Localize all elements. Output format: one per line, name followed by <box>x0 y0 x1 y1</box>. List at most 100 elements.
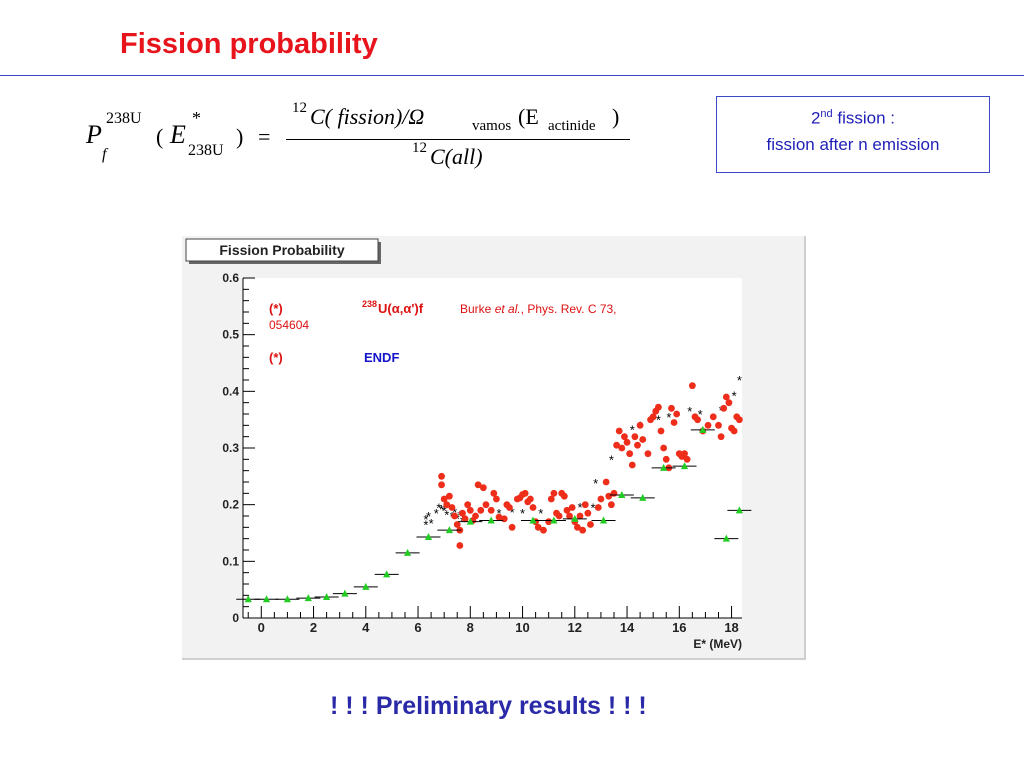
burke-data-point <box>654 403 662 411</box>
endf-data-point <box>362 582 370 590</box>
burke-data-point <box>466 506 474 514</box>
burke-data-point <box>576 512 584 520</box>
legend-row2-marker: (*) <box>269 350 283 365</box>
burke-data-point <box>453 521 461 528</box>
endf-data-point <box>599 516 608 524</box>
endf-data-point <box>680 462 689 470</box>
burke-data-point <box>725 399 733 407</box>
asterisk-data-point: * <box>593 476 598 491</box>
endf-data-point <box>283 595 292 603</box>
burke-data-point <box>506 504 513 511</box>
formula-fraction-bar <box>286 139 630 140</box>
burke-data-point <box>660 444 668 452</box>
title-divider <box>0 75 1024 76</box>
legend-row1-sup: 238 <box>362 299 377 309</box>
burke-data-point <box>626 450 634 458</box>
burke-data-point <box>681 450 688 458</box>
endf-data-point <box>262 595 271 603</box>
x-tick-label: 12 <box>568 620 582 635</box>
legend-row1-reference-cont: 054604 <box>269 318 309 332</box>
y-tick-label: 0.5 <box>222 328 239 342</box>
asterisk-data-point: * <box>444 507 449 522</box>
asterisk-data-point: * <box>423 518 428 533</box>
formula-den-prefix: 12 <box>412 140 427 156</box>
y-tick-label: 0.1 <box>222 554 239 568</box>
chart-title: Fission Probability <box>219 242 344 258</box>
x-tick-label: 8 <box>467 620 474 635</box>
endf-data-point <box>722 534 730 542</box>
burke-data-point <box>529 504 537 511</box>
burke-data-point <box>456 542 464 549</box>
burke-data-point <box>560 492 568 500</box>
formula-energy-sub: 238U <box>188 142 224 159</box>
asterisk-data-point: * <box>687 404 692 419</box>
burke-data-point <box>438 481 445 489</box>
burke-data-point <box>704 421 712 429</box>
endf-data-point <box>383 570 391 578</box>
x-tick-label: 4 <box>362 620 370 635</box>
burke-data-point <box>688 382 696 390</box>
burke-data-point <box>618 444 626 452</box>
burke-data-point <box>717 433 725 441</box>
burke-data-point <box>605 492 613 500</box>
chart-title-box: Fission Probability <box>185 238 381 264</box>
endf-data-point <box>529 516 537 524</box>
endf-data-point <box>323 593 331 601</box>
burke-data-point <box>602 478 610 486</box>
legend-row1-reaction: U(α,α')f <box>378 301 424 316</box>
burke-data-point <box>735 416 743 424</box>
formula-num-sub: vamos <box>472 118 512 134</box>
asterisk-data-point: * <box>577 500 582 515</box>
fission-probability-chart: Fission Probability (*) 238 U(α,α')f Bur… <box>185 238 752 651</box>
asterisk-data-point: * <box>719 403 724 418</box>
burke-data-point <box>493 495 500 503</box>
burke-data-point <box>443 501 451 509</box>
asterisk-data-point: * <box>698 407 703 422</box>
formula-energy: E <box>170 120 186 149</box>
second-fission-callout: 2nd fission : fission after n emission <box>716 96 990 173</box>
burke-data-point <box>563 506 571 514</box>
asterisk-data-point: * <box>455 511 460 526</box>
legend-row1-ref-em: et al. <box>495 302 521 316</box>
burke-data-point <box>683 455 691 463</box>
burke-data-point <box>461 515 469 523</box>
asterisk-data-point: * <box>434 506 439 521</box>
burke-data-point <box>615 427 623 435</box>
x-tick-label: 14 <box>620 620 635 635</box>
asterisk-data-point: * <box>737 373 742 388</box>
endf-data-point <box>341 589 349 597</box>
burke-data-point <box>587 521 594 528</box>
legend-row1-ref-a: Burke <box>460 302 495 316</box>
y-tick-label: 0.4 <box>222 384 239 398</box>
endf-data-point <box>639 493 647 501</box>
formula-lhs-sub: f <box>102 146 107 163</box>
asterisk-data-point: * <box>423 512 428 527</box>
y-tick-label: 0.2 <box>222 498 239 512</box>
x-tick-label: 18 <box>724 620 738 635</box>
burke-data-point <box>673 410 681 418</box>
burke-data-point <box>500 515 508 523</box>
endf-data-point <box>244 595 252 603</box>
asterisk-data-point: * <box>666 410 671 425</box>
burke-data-point <box>545 518 553 526</box>
burke-data-point <box>495 513 503 521</box>
burke-data-point <box>634 441 641 449</box>
burke-data-point <box>594 504 602 511</box>
burke-data-point <box>448 504 456 511</box>
burke-data-point <box>722 393 730 401</box>
asterisk-data-point: * <box>460 514 465 529</box>
burke-data-point <box>709 413 717 421</box>
burke-data-point <box>440 495 448 503</box>
burke-data-point <box>445 492 453 500</box>
endf-data-point <box>466 517 474 525</box>
endf-data-point <box>403 548 412 556</box>
endf-data-point <box>571 514 579 522</box>
burke-data-point <box>649 413 657 421</box>
legend-row1-marker: (*) <box>269 301 283 316</box>
burke-data-point <box>472 512 479 520</box>
asterisk-data-point: * <box>457 508 462 523</box>
burke-data-point <box>526 495 534 503</box>
asterisk-data-point: * <box>656 413 661 428</box>
burke-data-point <box>581 501 589 509</box>
burke-data-point <box>459 509 466 517</box>
